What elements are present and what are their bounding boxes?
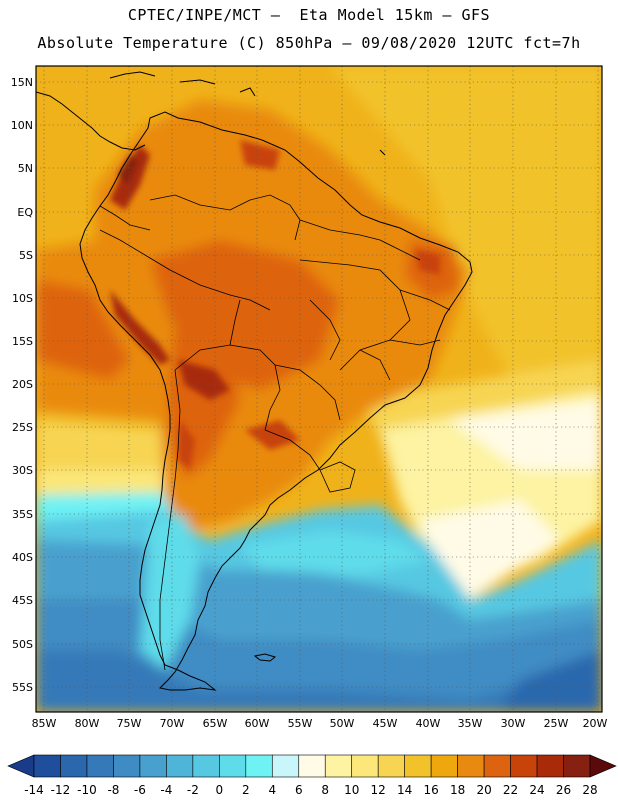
colorbar-tick-label: 16 xyxy=(424,783,439,797)
colorbar-tick-label: 2 xyxy=(242,783,250,797)
lon-label: 80W xyxy=(75,717,100,730)
colorbar-tick-label: 8 xyxy=(321,783,329,797)
colorbar-swatch xyxy=(298,754,326,778)
lon-label: 30W xyxy=(501,717,526,730)
colorbar-tick-label: 6 xyxy=(295,783,303,797)
colorbar-swatch xyxy=(404,754,432,778)
lat-label: 25S xyxy=(12,421,33,434)
lat-label: 55S xyxy=(12,681,33,694)
lon-label: 20W xyxy=(583,717,608,730)
colorbar-tick-label: 12 xyxy=(371,783,386,797)
map-title-line2: Absolute Temperature (C) 850hPa – 09/08/… xyxy=(37,34,581,52)
lat-label: 50S xyxy=(12,638,33,651)
south-america-coastline xyxy=(79,111,473,691)
lon-label: 55W xyxy=(288,717,313,730)
lat-label: 15N xyxy=(11,76,33,89)
colorbar-min-arrow xyxy=(7,754,35,778)
colorbar-tick-label: 10 xyxy=(344,783,359,797)
colorbar-max-arrow xyxy=(589,754,617,778)
lon-label: 60W xyxy=(245,717,270,730)
colorbar-swatch xyxy=(245,754,273,778)
lon-label: 45W xyxy=(373,717,398,730)
colorbar-tick-label: -8 xyxy=(107,783,119,797)
colorbar-tick-label: -12 xyxy=(51,783,71,797)
colorbar-swatch xyxy=(139,754,167,778)
lat-axis: 15N 10N 5N EQ 5S 10S 15S 20S 25S 30S 35S… xyxy=(11,76,34,694)
lat-label: 35S xyxy=(12,508,33,521)
colorbar-swatch xyxy=(166,754,194,778)
map-title-line1: CPTEC/INPE/MCT – Eta Model 15km – GFS xyxy=(127,6,491,24)
lat-label: 5N xyxy=(18,162,33,175)
lon-label: 65W xyxy=(203,717,228,730)
colorbar-swatch xyxy=(113,754,141,778)
central-america-coastline xyxy=(36,91,146,151)
lat-label: 30S xyxy=(12,464,33,477)
lon-label: 25W xyxy=(544,717,569,730)
colorbar-tick-label: -4 xyxy=(160,783,172,797)
colorbar-tick-label: 24 xyxy=(529,783,544,797)
lon-label: 85W xyxy=(32,717,57,730)
colorbar-tick-label: -14 xyxy=(24,783,44,797)
colorbar-swatch xyxy=(510,754,538,778)
colorbar-swatch xyxy=(457,754,485,778)
colorbar-swatch xyxy=(536,754,564,778)
lat-label: 15S xyxy=(12,335,33,348)
colorbar-tick-label: 14 xyxy=(397,783,412,797)
colorbar-swatch xyxy=(430,754,458,778)
lat-label: 40S xyxy=(12,551,33,564)
colorbar-tick-label: 20 xyxy=(476,783,491,797)
lat-label: 10S xyxy=(12,292,33,305)
falkland-islands xyxy=(253,653,277,662)
map-frame xyxy=(35,65,603,713)
colorbar-swatch xyxy=(33,754,61,778)
uruguay-border xyxy=(319,461,356,493)
graticule xyxy=(36,66,602,712)
lon-axis: 85W 80W 75W 70W 65W 60W 55W 50W 45W 40W … xyxy=(32,717,608,730)
lon-label: 75W xyxy=(117,717,142,730)
colorbar-swatch xyxy=(351,754,379,778)
lon-label: 50W xyxy=(330,717,355,730)
lat-label: EQ xyxy=(17,206,33,219)
colorbar-swatch xyxy=(271,754,300,778)
colorbar-tick-label: 26 xyxy=(556,783,571,797)
colorbar-swatch xyxy=(563,754,591,778)
lon-label: 70W xyxy=(160,717,185,730)
colorbar-tick-label: 28 xyxy=(582,783,597,797)
colorbar-tick-label: -2 xyxy=(187,783,199,797)
lat-label: 20S xyxy=(12,378,33,391)
colorbar-swatch xyxy=(483,754,511,778)
country-borders xyxy=(99,194,451,671)
colorbar-swatch xyxy=(324,754,353,778)
colorbar-swatch xyxy=(86,754,114,778)
colorbar-tick-label: 4 xyxy=(268,783,276,797)
lat-label: 10N xyxy=(11,119,33,132)
caribbean-islands xyxy=(109,71,386,156)
colorbar-tick-label: 18 xyxy=(450,783,465,797)
lon-label: 35W xyxy=(458,717,483,730)
colorbar-swatch xyxy=(192,754,220,778)
colorbar-swatch xyxy=(60,754,88,778)
lat-label: 45S xyxy=(12,594,33,607)
colorbar-swatch xyxy=(377,754,405,778)
colorbar-swatch xyxy=(219,754,247,778)
colorbar-tick-label: -10 xyxy=(77,783,97,797)
temperature-field xyxy=(36,66,602,712)
colorbar-tick-label: 0 xyxy=(216,783,224,797)
colorbar-tick-label: 22 xyxy=(503,783,518,797)
colorbar-tick-label: -6 xyxy=(134,783,146,797)
lat-label: 5S xyxy=(19,249,33,262)
lon-label: 40W xyxy=(416,717,441,730)
colorbar: -14 -12 -10 -8 -6 -4 -2 0 2 4 6 8 10 12 14 16 18 20 22 24 26… xyxy=(7,754,617,797)
